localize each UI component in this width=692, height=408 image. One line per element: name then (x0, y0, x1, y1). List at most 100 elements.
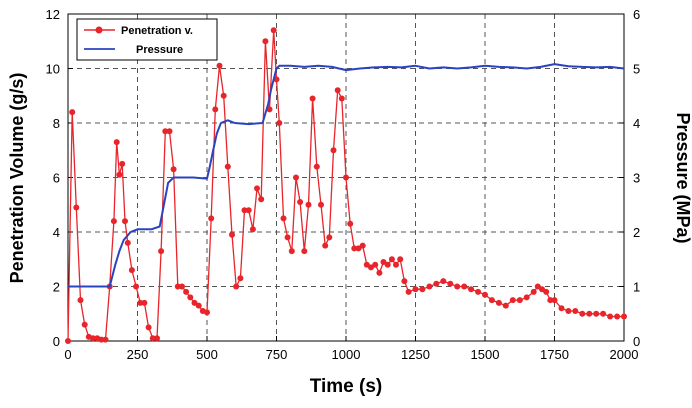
y-right-tick-label: 2 (633, 225, 640, 240)
data-point (565, 308, 572, 314)
data-point (233, 283, 240, 290)
data-point (262, 38, 269, 45)
data-point (187, 294, 194, 301)
x-tick-label: 500 (196, 347, 218, 362)
data-point (343, 174, 349, 181)
data-point (297, 199, 304, 205)
data-point (547, 297, 554, 304)
data-point (141, 299, 148, 306)
data-point (502, 302, 509, 309)
data-point (607, 313, 614, 320)
legend-label-penetration: Penetration v. (121, 25, 193, 37)
data-point (551, 297, 558, 304)
data-point (461, 283, 468, 290)
y-right-tick-label: 6 (633, 7, 640, 22)
data-point (116, 171, 123, 178)
data-point (447, 280, 454, 287)
legend-label-pressure: Pressure (136, 44, 183, 56)
data-point (65, 338, 71, 344)
data-point (301, 248, 308, 255)
data-point (208, 215, 215, 222)
data-point (216, 62, 223, 69)
data-point (482, 291, 488, 298)
y-left-tick-label: 12 (46, 7, 60, 22)
y-left-tick-label: 0 (53, 334, 60, 349)
data-point (347, 220, 354, 227)
y-left-tick-label: 4 (53, 225, 60, 240)
data-point (212, 106, 219, 113)
data-point (572, 308, 579, 314)
data-point (241, 207, 248, 214)
data-point (516, 297, 523, 304)
data-point (98, 336, 105, 343)
data-point (124, 239, 131, 246)
data-point (338, 95, 345, 102)
y-left-tick-label: 2 (53, 280, 60, 295)
data-point (224, 163, 231, 170)
data-point (158, 248, 165, 255)
data-point (305, 201, 312, 208)
data-point (110, 218, 117, 225)
data-point (405, 288, 412, 295)
data-point (397, 256, 404, 263)
data-point (433, 280, 440, 287)
data-point (523, 294, 530, 301)
data-point (412, 286, 419, 293)
data-point (326, 234, 333, 241)
data-point (73, 204, 80, 211)
data-point (334, 87, 341, 94)
data-point (237, 275, 244, 282)
data-point (440, 278, 447, 285)
data-point (149, 335, 156, 342)
y-right-tick-label: 0 (633, 334, 640, 349)
data-point (293, 174, 299, 181)
data-point (154, 335, 160, 342)
data-point (318, 201, 324, 208)
data-point (621, 313, 627, 320)
data-point (258, 196, 265, 203)
data-point (137, 299, 144, 306)
data-point (426, 283, 433, 290)
data-point (593, 310, 600, 317)
data-point (401, 278, 408, 285)
data-point (245, 207, 252, 214)
data-point (393, 261, 399, 268)
series-penetration (65, 27, 627, 344)
y-right-tick-label: 3 (633, 171, 640, 186)
data-point (162, 128, 169, 135)
data-point (179, 283, 185, 290)
data-point (543, 288, 550, 295)
data-point (384, 261, 391, 268)
data-point (170, 166, 177, 173)
data-point (280, 215, 287, 222)
series-line (68, 63, 625, 288)
y-left-axis-label: Penetration Volume (g/s) (7, 73, 27, 284)
x-tick-label: 1000 (332, 347, 361, 362)
data-point (69, 109, 76, 116)
data-point (254, 185, 260, 192)
data-point (204, 309, 210, 316)
data-point (454, 283, 461, 290)
data-point (90, 335, 96, 342)
data-point (288, 248, 295, 255)
data-point (166, 128, 173, 135)
y-left-tick-label: 8 (53, 116, 60, 131)
data-point (558, 305, 565, 312)
x-axis-ticks: 0 250 500 750 1000 1250 1500 1750 2000 (64, 336, 638, 362)
data-point (119, 160, 126, 167)
x-tick-label: 250 (127, 347, 149, 362)
data-point (376, 269, 383, 276)
data-point (530, 288, 537, 295)
data-point (495, 299, 502, 306)
data-point (145, 324, 152, 331)
x-axis-label: Time (s) (310, 376, 383, 397)
y-right-axis-label: Pressure (MPa) (673, 112, 692, 243)
y-right-tick-label: 5 (633, 62, 640, 77)
data-point (122, 218, 128, 225)
y-right-tick-label: 1 (633, 280, 640, 295)
data-point (600, 310, 607, 317)
data-point (270, 27, 277, 34)
data-point (276, 120, 283, 126)
data-point (330, 147, 337, 154)
